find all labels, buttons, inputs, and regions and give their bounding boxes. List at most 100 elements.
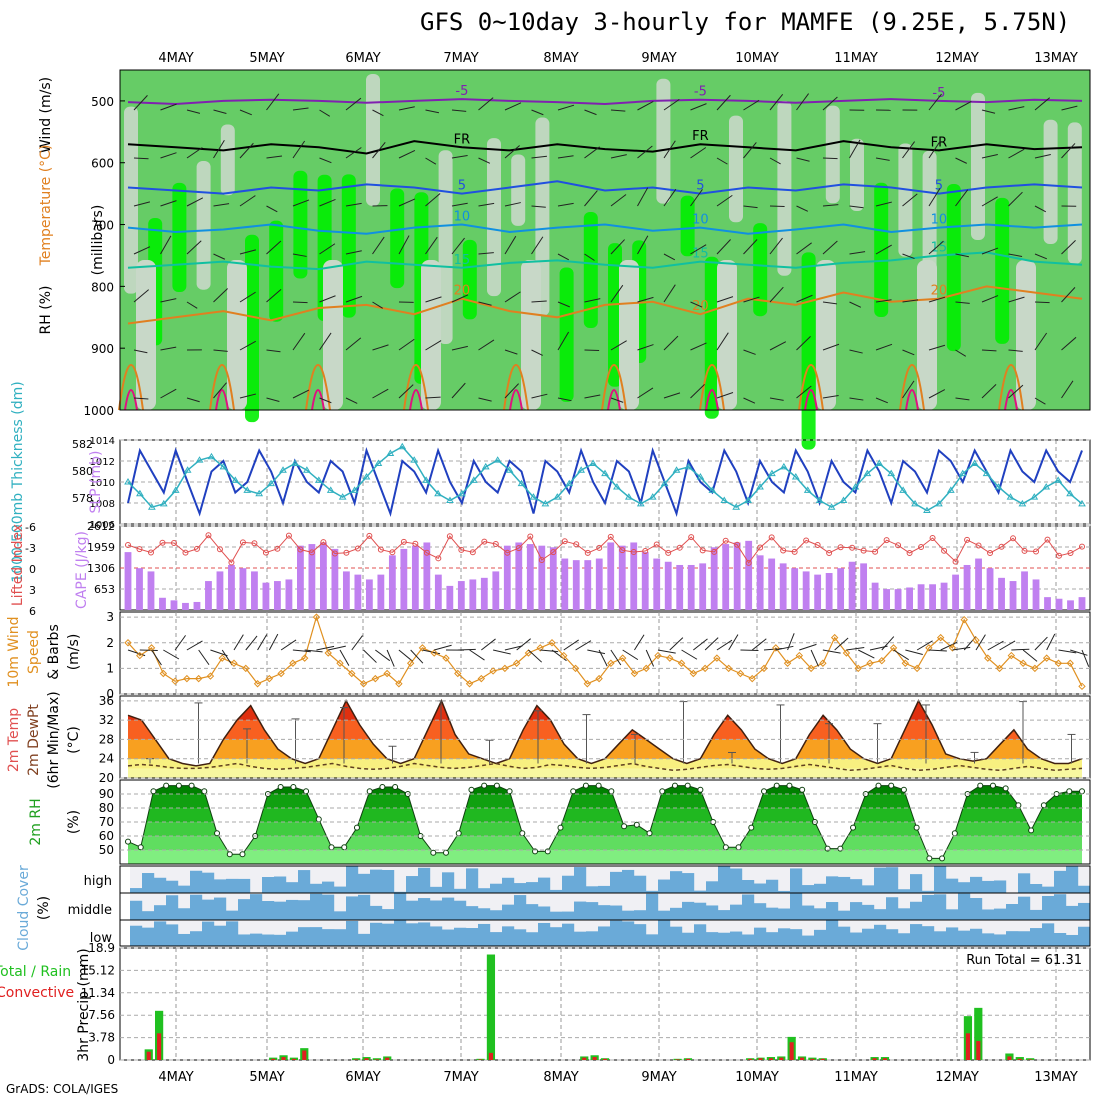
- rh-point: [188, 782, 195, 789]
- cape-bar: [641, 552, 649, 610]
- lifted-index-point: [676, 544, 683, 551]
- wind-speed-point: [218, 654, 226, 662]
- cloud-cover-bar: [202, 872, 215, 893]
- rh2m-unit-label: (%): [66, 810, 82, 834]
- wind-speed-point: [159, 669, 168, 678]
- wind-barb: [239, 109, 252, 116]
- bottom-date-label: 5MAY: [249, 1070, 284, 1085]
- lifted-index-point: [918, 544, 925, 551]
- isotherm-30-loop: [804, 389, 818, 411]
- cape-bar: [687, 564, 695, 610]
- cloud-unit-label: (%): [36, 896, 52, 920]
- surface-wind-barb: [822, 649, 841, 654]
- thickness-point: [398, 442, 407, 450]
- cloud-cover-bar: [562, 875, 575, 893]
- wind-speed-point: [1031, 664, 1039, 673]
- wind-barb: [133, 201, 151, 207]
- lifted-index-point: [998, 543, 1005, 550]
- cloud-cover-bar: [130, 900, 143, 920]
- rh-point: [913, 824, 920, 831]
- rh-patch: [801, 252, 816, 450]
- cape-tick-label: 653: [94, 583, 115, 596]
- lifted-index-point: [642, 548, 649, 555]
- thickness-point: [851, 483, 860, 490]
- li-tick-label: 3: [29, 584, 36, 597]
- cloud-cover-bar: [382, 909, 395, 920]
- isotherm-30-loop: [509, 389, 523, 411]
- cape-bar: [423, 542, 431, 610]
- isotherm-label: 5: [458, 179, 466, 194]
- wind-barb: [372, 142, 386, 159]
- wind-barb: [902, 193, 918, 207]
- cloud-cover-bar: [586, 931, 599, 946]
- wind-speed-point: [595, 674, 603, 683]
- rh-patch: [971, 92, 985, 240]
- cloud-cover-bar: [1054, 894, 1067, 920]
- wind-barb: [743, 397, 756, 404]
- wind-barb: [690, 244, 707, 255]
- convective-precip-bar: [789, 1042, 794, 1060]
- lifted-index-point: [136, 546, 143, 553]
- surface-wind-barb: [634, 634, 645, 651]
- wind-barb: [610, 397, 624, 403]
- precip-tick-label: 3.78: [88, 1031, 115, 1045]
- wind-barb: [557, 301, 570, 308]
- wind-barb: [239, 195, 256, 207]
- cloud-cover-bar: [1018, 896, 1031, 920]
- temperature-side-label: Temperature (°C): [38, 145, 54, 267]
- cape-bar: [193, 601, 201, 610]
- wind-speed-point: [866, 659, 874, 667]
- cape-bar: [653, 558, 661, 610]
- rh-patch: [753, 223, 768, 317]
- lifted-index-point: [527, 533, 534, 540]
- wind-barb: [292, 199, 310, 207]
- cloud-cover-bar: [694, 890, 707, 893]
- wind-speed-point: [1042, 654, 1051, 662]
- total-precip-bar: [352, 1058, 361, 1060]
- slp-tick-label: 1006: [90, 520, 115, 531]
- wind-barb: [690, 384, 705, 399]
- surface-wind-barb: [999, 640, 1016, 651]
- cape-bar: [837, 568, 845, 610]
- cloud-cover-bar: [502, 926, 515, 946]
- thickness-point: [875, 459, 884, 467]
- cloud-ylabel: Cloud Cover: [16, 865, 32, 951]
- cape-bar: [848, 561, 856, 610]
- thickness-point: [672, 466, 681, 473]
- cloud-cover-bar: [706, 932, 719, 946]
- surface-wind-barb: [881, 636, 895, 651]
- rh-low-patch: [323, 260, 343, 410]
- pressure-tick-label: 900: [91, 342, 114, 356]
- cloud-cover-bar: [334, 911, 347, 920]
- wind-speed-point: [748, 674, 756, 683]
- lifted-index-point: [297, 546, 304, 553]
- wind-barb: [928, 240, 944, 255]
- rh-patch: [293, 170, 308, 279]
- surface-wind-barb: [669, 637, 684, 651]
- convective-precip-bar: [582, 1057, 587, 1060]
- wind-barb: [372, 109, 384, 117]
- cape-bar: [595, 558, 603, 610]
- lifted-index-point: [216, 546, 223, 553]
- cloud-cover-bar: [586, 902, 599, 920]
- wind-barb: [928, 344, 946, 351]
- cloud-cover-bar: [838, 926, 851, 946]
- cape-bar: [572, 560, 580, 610]
- cloud-cover-bar: [154, 877, 167, 893]
- cape-bar: [618, 545, 626, 610]
- cloud-cover-bar: [430, 886, 443, 893]
- cloud-cover-bar: [262, 901, 275, 920]
- rh-point: [951, 830, 958, 837]
- wind-barb: [1061, 336, 1077, 351]
- rh-patch: [511, 154, 526, 226]
- rh-patch: [366, 73, 380, 206]
- cloud-cover-bar: [490, 910, 503, 920]
- cloud-cover-bar: [1042, 886, 1055, 893]
- thickness-point: [958, 469, 967, 477]
- rh-point: [239, 851, 246, 858]
- wind-speed-point: [736, 669, 745, 678]
- wind-speed-point: [136, 651, 144, 660]
- cape-bar: [986, 568, 994, 610]
- wind-barb: [398, 384, 414, 399]
- convective-side-label: Convective: [0, 985, 74, 1001]
